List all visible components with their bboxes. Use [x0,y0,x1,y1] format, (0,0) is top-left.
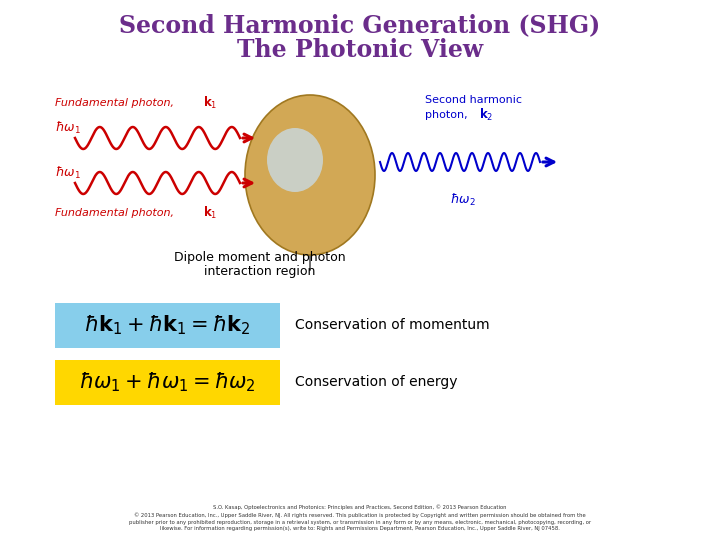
Text: $\hbar\mathbf{k}_1 + \hbar\mathbf{k}_1 = \hbar\mathbf{k}_2$: $\hbar\mathbf{k}_1 + \hbar\mathbf{k}_1 =… [84,313,251,337]
Text: Dipole moment and photon: Dipole moment and photon [174,252,346,265]
Ellipse shape [267,128,323,192]
Text: $\mathbf{k}_1$: $\mathbf{k}_1$ [203,205,217,221]
Text: Second harmonic: Second harmonic [425,95,522,105]
Text: Conservation of energy: Conservation of energy [295,375,457,389]
Text: interaction region: interaction region [204,266,315,279]
Text: S.O. Kasap, Optoelectronics and Photonics: Principles and Practices, Second Edit: S.O. Kasap, Optoelectronics and Photonic… [129,505,591,531]
Text: $\hbar\omega_1$: $\hbar\omega_1$ [55,165,81,181]
Text: $\hbar\omega_1$: $\hbar\omega_1$ [55,120,81,136]
Text: Second Harmonic Generation (SHG): Second Harmonic Generation (SHG) [120,13,600,37]
Text: Fundamental photon,: Fundamental photon, [55,98,178,108]
Text: $\mathbf{k}_1$: $\mathbf{k}_1$ [203,95,217,111]
FancyBboxPatch shape [55,303,280,348]
Ellipse shape [245,95,375,255]
Text: photon,: photon, [425,110,471,120]
Text: The Photonic View: The Photonic View [237,38,483,62]
Text: Fundamental photon,: Fundamental photon, [55,208,178,218]
Text: $\hbar\omega_2$: $\hbar\omega_2$ [450,192,476,208]
Text: $\mathbf{k}_2$: $\mathbf{k}_2$ [479,107,493,123]
Text: $\hbar\omega_1 + \hbar\omega_1 = \hbar\omega_2$: $\hbar\omega_1 + \hbar\omega_1 = \hbar\o… [78,370,256,394]
Text: Conservation of momentum: Conservation of momentum [295,318,490,332]
FancyBboxPatch shape [55,360,280,405]
